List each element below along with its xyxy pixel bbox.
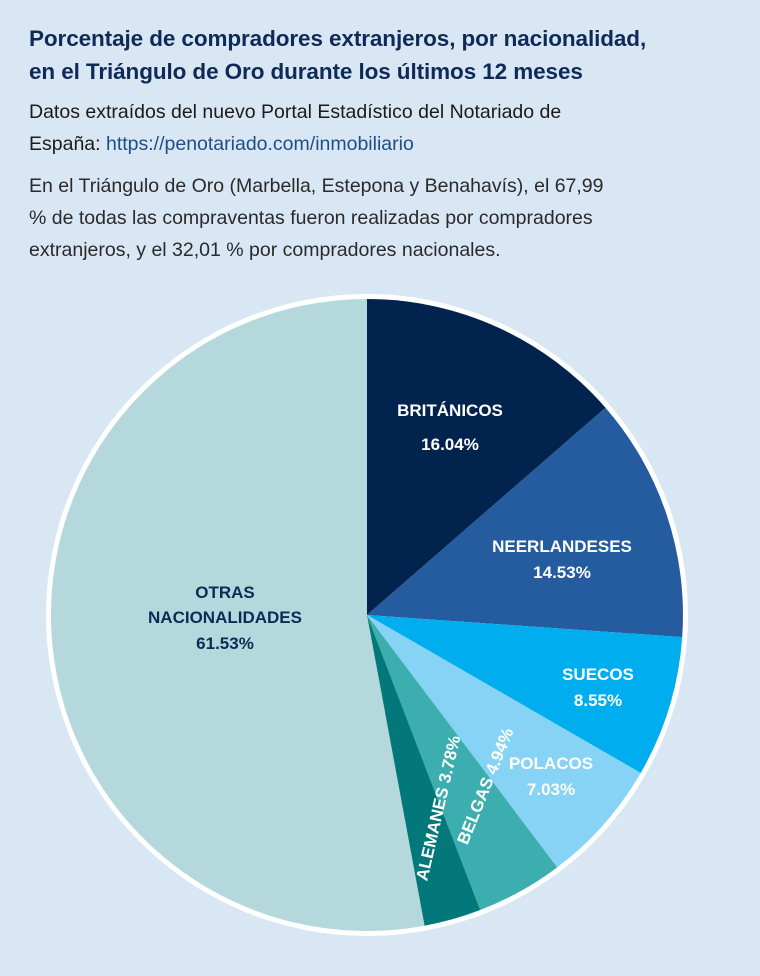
source-prefix: España: <box>29 133 106 155</box>
value-otras: 61.53% <box>196 634 254 653</box>
value-suecos: 8.55% <box>574 691 622 710</box>
value-neerlandeses: 14.53% <box>533 563 591 582</box>
slice-otras <box>50 299 425 931</box>
slice-britanicos <box>367 299 606 615</box>
description: En el Triángulo de Oro (Marbella, Estepo… <box>29 170 739 266</box>
slice-belgas <box>367 615 558 910</box>
label-suecos: SUECOS <box>562 665 634 684</box>
header: Porcentaje de compradores extranjeros, p… <box>29 22 739 266</box>
label-otras-line1: OTRAS <box>195 583 255 602</box>
description-line-1: En el Triángulo de Oro (Marbella, Estepo… <box>29 175 604 197</box>
description-line-3: extranjeros, y el 32,01 % por compradore… <box>29 239 501 261</box>
slice-suecos <box>367 615 683 773</box>
label-polacos: POLACOS <box>509 754 593 773</box>
label-otras-line2: NACIONALIDADES <box>148 608 302 627</box>
title-line-1: Porcentaje de compradores extranjeros, p… <box>29 26 647 51</box>
title-line-2: en el Triángulo de Oro durante los últim… <box>29 59 583 84</box>
value-polacos: 7.03% <box>527 780 575 799</box>
chart-title: Porcentaje de compradores extranjeros, p… <box>29 22 739 88</box>
label-britanicos: BRITÁNICOS <box>397 401 503 420</box>
value-britanicos: 16.04% <box>421 435 479 454</box>
source-note: Datos extraídos del nuevo Portal Estadís… <box>29 96 739 160</box>
source-text: Datos extraídos del nuevo Portal Estadís… <box>29 101 562 123</box>
source-link[interactable]: https://penotariado.com/inmobiliario <box>105 133 414 155</box>
slice-polacos <box>367 615 641 868</box>
slice-alemanes <box>367 615 481 926</box>
slice-neerlandeses <box>367 407 683 638</box>
label-neerlandeses: NEERLANDESES <box>492 537 632 556</box>
description-line-2: % de todas las compraventas fueron reali… <box>29 207 593 229</box>
